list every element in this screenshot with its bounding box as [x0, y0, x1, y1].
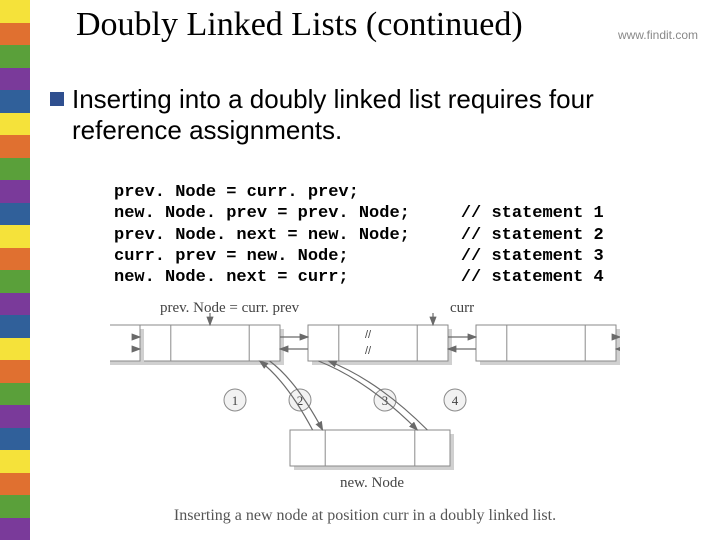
- svg-text:4: 4: [452, 393, 459, 408]
- svg-text:1: 1: [232, 393, 239, 408]
- diagram-caption: Inserting a new node at position curr in…: [110, 507, 620, 525]
- bullet-text: Inserting into a doubly linked list requ…: [72, 84, 700, 146]
- slash-mark-2: //: [365, 345, 371, 357]
- watermark: www.findit.com: [618, 28, 698, 42]
- bullet-row: Inserting into a doubly linked list requ…: [50, 84, 700, 146]
- color-sidebar: [0, 0, 30, 540]
- label-prevnode: prev. Node = curr. prev: [160, 300, 299, 317]
- code-block: prev. Node = curr. prev; new. Node. prev…: [114, 182, 604, 288]
- label-curr: curr: [450, 300, 474, 317]
- dll-diagram: 1234 prev. Node = curr. prev curr new. N…: [110, 295, 620, 525]
- slash-mark-1: //: [365, 329, 371, 341]
- svg-text:2: 2: [297, 393, 304, 408]
- slide-title: Doubly Linked Lists (continued): [76, 6, 523, 43]
- title-wrap: Doubly Linked Lists (continued): [76, 6, 696, 44]
- label-newnode: new. Node: [340, 475, 404, 492]
- bullet-icon: [50, 92, 64, 106]
